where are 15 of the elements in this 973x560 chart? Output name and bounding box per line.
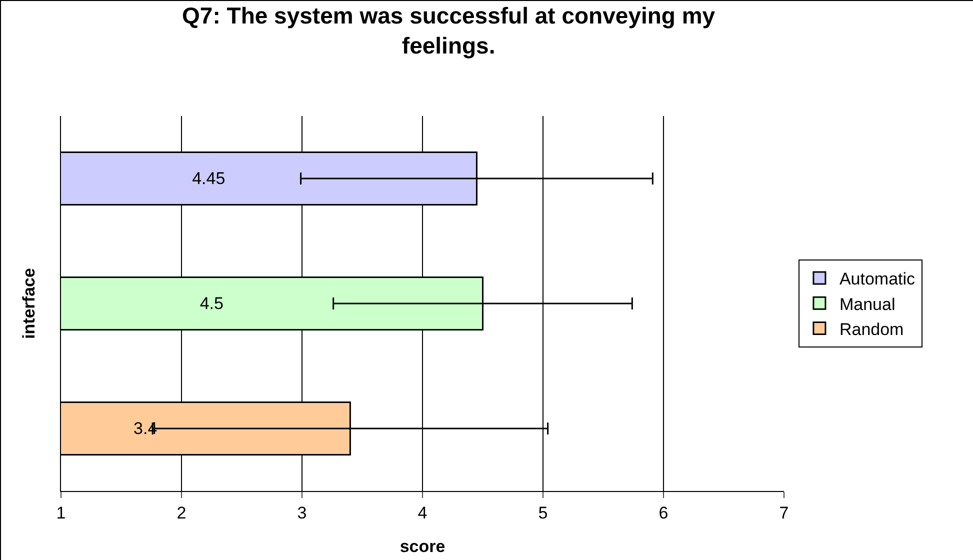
y-axis-title: interface bbox=[20, 268, 39, 339]
x-tick-label: 7 bbox=[779, 503, 789, 522]
x-tick-label: 3 bbox=[297, 503, 307, 522]
legend-label: Automatic bbox=[839, 270, 916, 289]
x-tick-label: 5 bbox=[538, 503, 548, 522]
data-label: 4.5 bbox=[200, 294, 224, 313]
x-tick-label: 1 bbox=[56, 503, 66, 522]
chart-title: Q7: The system was successful at conveying my feelings. bbox=[182, 2, 716, 58]
legend-label: Manual bbox=[839, 294, 896, 314]
x-tick-label: 4 bbox=[418, 503, 428, 522]
x-tick-label: 6 bbox=[658, 503, 668, 522]
data-label: 4.45 bbox=[192, 169, 226, 188]
x-tick-label: 2 bbox=[176, 503, 186, 522]
legend-label: Random bbox=[839, 320, 904, 339]
x-axis-title: score bbox=[400, 537, 446, 556]
